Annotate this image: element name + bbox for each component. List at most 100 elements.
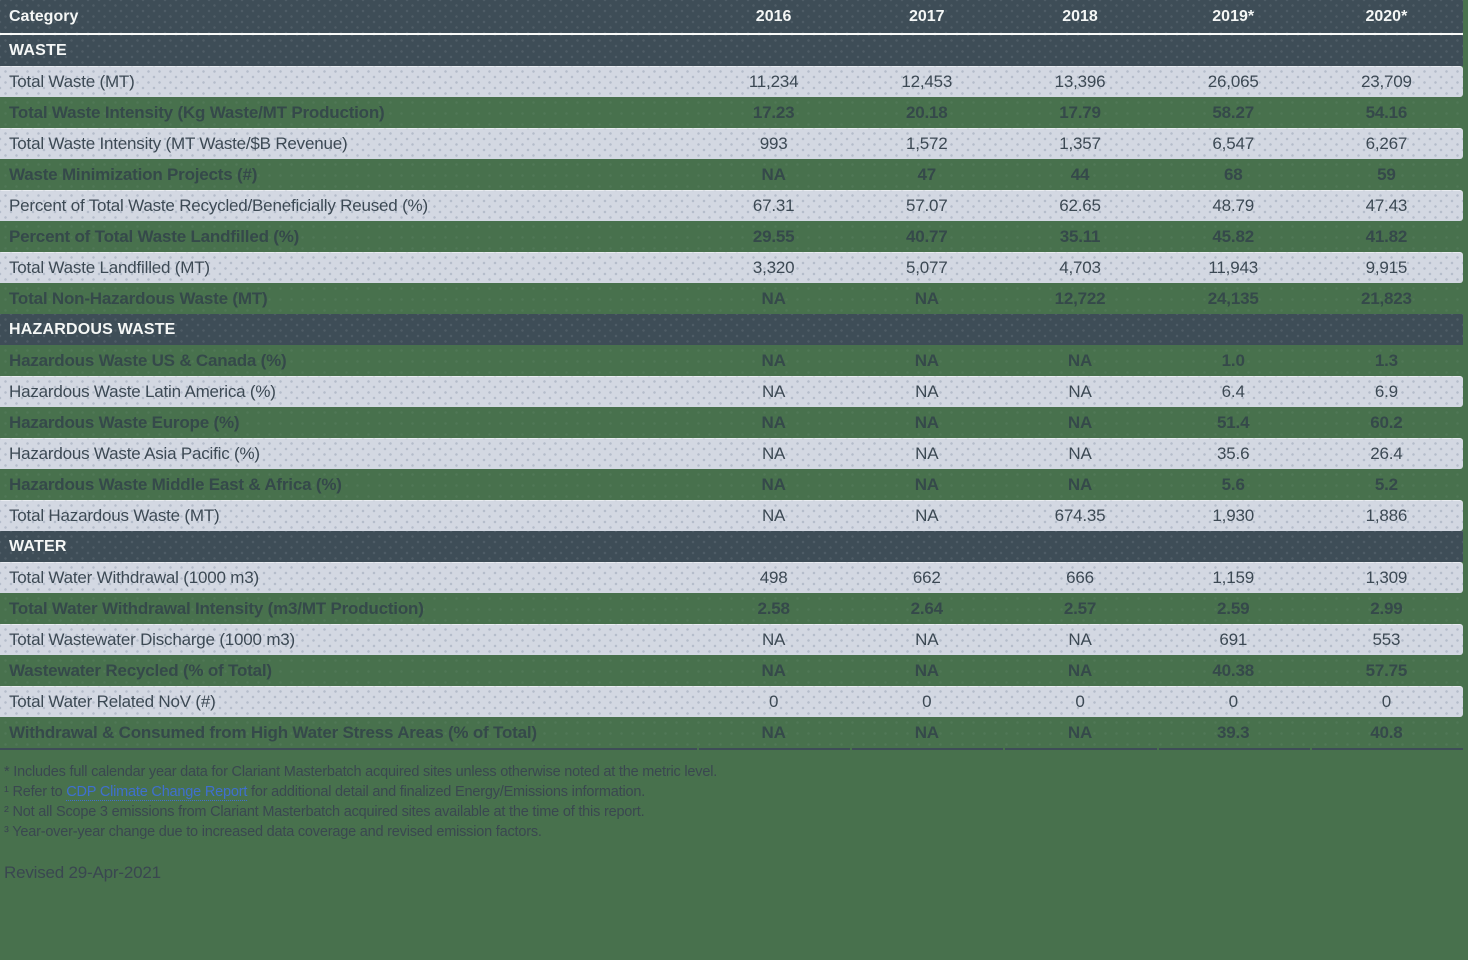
border-segment (0, 748, 697, 750)
cell-value: NA (761, 629, 786, 649)
row-label: Total Wastewater Discharge (1000 m3) (9, 629, 296, 649)
cell-value: 0 (768, 691, 779, 711)
column-header-2018: 2018 (1062, 7, 1098, 25)
table-header-row: Category 2016 2017 2018 2019* 2020* (0, 0, 1463, 35)
cell-value: 9,915 (1365, 257, 1408, 277)
cell-value: 47 (917, 164, 937, 184)
cell-value: 1,159 (1212, 567, 1254, 587)
table-row: Hazardous Waste Middle East & Africa (%)… (0, 469, 1463, 500)
table-row: Total Water Withdrawal Intensity (m3/MT … (0, 593, 1463, 624)
section-title: HAZARDOUS WASTE (9, 320, 176, 338)
cell-value: NA (761, 164, 786, 184)
table-row: Total Waste Landfilled (MT) 3,320 5,077 4,7… (0, 252, 1463, 283)
cell-value: 553 (1372, 629, 1401, 649)
cell-value: NA (761, 443, 786, 463)
cell-value: 60.2 (1370, 412, 1403, 432)
cell-value: 39.3 (1217, 722, 1250, 742)
section-header-row: HAZARDOUS WASTE (0, 314, 1463, 345)
cell-value: 23,709 (1360, 71, 1412, 91)
footnotes: * Includes full calendar year data for C… (0, 762, 1468, 842)
table-row: Total Hazardous Waste (MT) NA NA 674.35 1,93… (0, 500, 1463, 531)
footnote-text: ² Not all Scope 3 emissions from Clarian… (4, 804, 645, 820)
cell-value: NA (761, 660, 786, 680)
cdp-climate-change-report-link[interactable]: CDP Climate Change Report (66, 784, 248, 801)
cell-value: 35.11 (1059, 226, 1101, 246)
table-row: Percent of Total Waste Recycled/Benefici… (0, 190, 1463, 221)
footnote-text: for additional detail and finalized Ener… (247, 784, 646, 800)
cell-value: 40.77 (906, 226, 948, 246)
cell-value: 45.82 (1212, 226, 1254, 246)
cell-value: NA (1067, 660, 1093, 680)
cell-value: 44 (1070, 164, 1090, 184)
cell-value: 666 (1066, 567, 1094, 587)
row-label: Total Waste Intensity (MT Waste/$B Reven… (9, 133, 348, 153)
row-label: Total Water Related NoV (#) (9, 691, 216, 711)
row-label: Total Non-Hazardous Waste (MT) (9, 288, 268, 308)
cell-value: 2.64 (910, 598, 943, 618)
table-bottom-border (0, 748, 1464, 750)
column-header-2017: 2017 (908, 7, 945, 25)
section-header-row: WASTE (0, 35, 1463, 66)
cell-value: NA (1067, 412, 1093, 432)
table-body: WASTE Total Waste (MT) 11,234 12,453 13,396 2… (0, 35, 1463, 748)
cell-value: NA (761, 381, 786, 401)
cell-value: NA (914, 722, 939, 742)
cell-value: 26.4 (1370, 443, 1403, 463)
revised-date: Revised 29-Apr-2021 (4, 863, 161, 882)
row-label: Withdrawal & Consumed from High Water St… (9, 722, 537, 742)
cell-value: 691 (1219, 629, 1248, 649)
cell-value: NA (914, 412, 939, 432)
table-row: Total Water Related NoV (#) 0 0 0 0 0 (0, 686, 1463, 717)
table-row: Wastewater Recycled (% of Total) NA NA NA 40… (0, 655, 1463, 686)
cell-value: 674.35 (1054, 505, 1106, 525)
border-segment (1311, 748, 1464, 750)
cell-value: 2.58 (757, 598, 790, 618)
cell-value: NA (915, 443, 939, 463)
cell-value: 29.55 (752, 226, 795, 246)
cell-value: 0 (1075, 691, 1085, 711)
cell-value: 5,077 (906, 257, 948, 277)
cell-value: NA (761, 505, 786, 525)
cell-value: NA (1068, 381, 1092, 401)
cell-value: 993 (759, 133, 788, 153)
cell-value: 21,823 (1360, 288, 1412, 308)
cell-value: 26,065 (1207, 71, 1259, 91)
table-row: Total Water Withdrawal (1000 m3) 498 662 66… (0, 562, 1463, 593)
table-row: Hazardous Waste Europe (%) NA NA NA 51.4 60.2 (0, 407, 1463, 438)
table-row: Total Waste Intensity (Kg Waste/MT Produ… (0, 97, 1463, 128)
border-segment (1005, 748, 1157, 750)
cell-value: 62.65 (1059, 195, 1101, 215)
table-row: Hazardous Waste Asia Pacific (%) NA NA NA 35… (0, 438, 1463, 469)
cell-value: NA (914, 350, 939, 370)
cell-value: 12,722 (1054, 288, 1106, 308)
cell-value: 1,309 (1365, 567, 1408, 587)
cell-value: 2.99 (1370, 598, 1403, 618)
cell-value: NA (915, 505, 939, 525)
cell-value: 4,703 (1059, 257, 1101, 277)
cell-value: 48.79 (1212, 195, 1254, 215)
border-segment (1158, 748, 1310, 750)
cell-value: NA (914, 660, 939, 680)
cell-value: 1.0 (1221, 350, 1245, 370)
row-label: Total Waste (MT) (9, 71, 135, 91)
footnote-text: * Includes full calendar year data for C… (4, 764, 718, 780)
cell-value: NA (915, 381, 939, 401)
cell-value: 6.4 (1221, 381, 1245, 401)
row-label: Hazardous Waste Asia Pacific (%) (9, 443, 260, 463)
cell-value: 68 (1223, 164, 1243, 184)
cell-value: 13,396 (1054, 71, 1106, 91)
footnote-3: ³ Year-over-year change due to increased… (4, 822, 1468, 842)
column-header-2020: 2020* (1365, 7, 1408, 25)
cell-value: 2.59 (1217, 598, 1250, 618)
row-label: Hazardous Waste US & Canada (%) (9, 350, 287, 370)
row-label: Percent of Total Waste Recycled/Benefici… (9, 195, 428, 215)
row-label: Total Hazardous Waste (MT) (9, 505, 220, 525)
footnote-1: ¹ Refer to CDP Climate Change Report for… (4, 782, 1468, 802)
cell-value: 17.79 (1059, 102, 1101, 122)
cell-value: NA (1068, 629, 1092, 649)
cell-value: NA (1068, 443, 1092, 463)
cell-value: 1,886 (1365, 505, 1408, 525)
column-header-category: Category (9, 7, 79, 25)
section-title: WATER (9, 537, 67, 555)
